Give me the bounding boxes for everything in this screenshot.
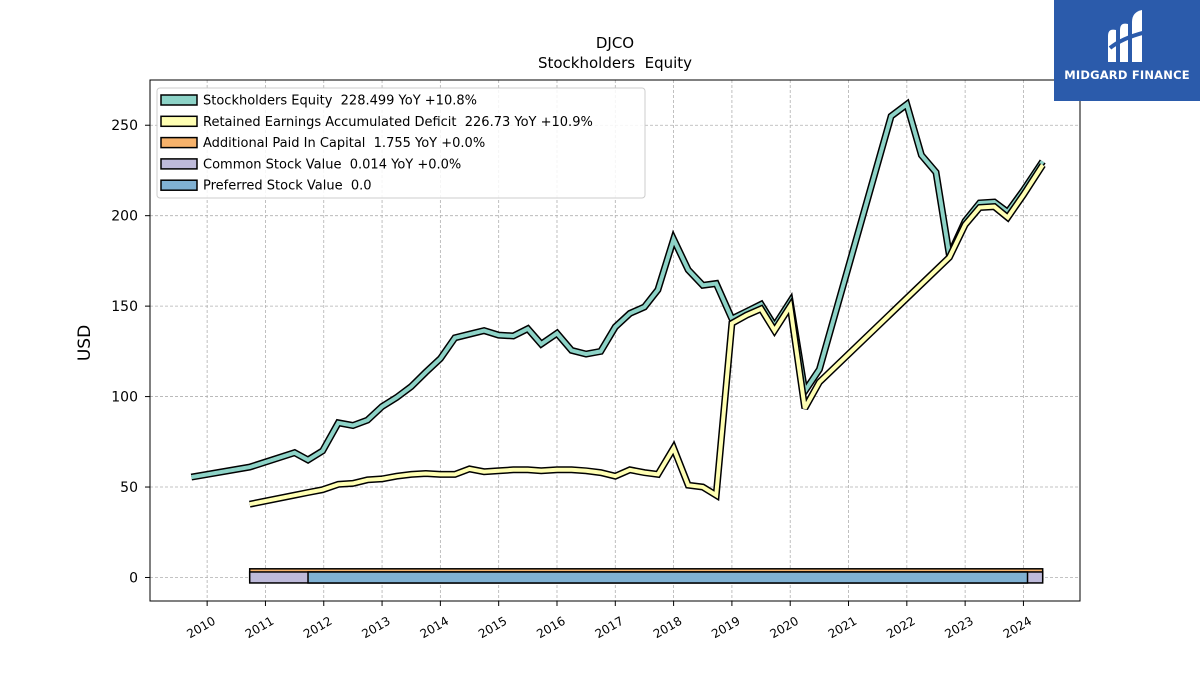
legend-swatch — [160, 158, 198, 170]
legend-box — [156, 87, 646, 199]
legend-swatch — [160, 136, 198, 149]
x-tick-label: 2021 — [826, 614, 859, 641]
x-tick-label: 2016 — [534, 614, 567, 641]
logo-text: MIDGARD FINANCE — [1064, 68, 1190, 82]
legend-label: Additional Paid In Capital 1.755 YoY +0.… — [203, 136, 485, 151]
legend-swatch — [160, 115, 198, 128]
legend-swatch — [160, 179, 198, 191]
x-tick-label: 2014 — [418, 614, 451, 641]
legend: Stockholders Equity 228.499 YoY +10.8% Re… — [156, 87, 646, 199]
y-tick-label: 100 — [111, 390, 138, 406]
x-tick-label: 2012 — [301, 614, 334, 641]
series-layer — [190, 98, 1046, 584]
logo-mark-icon — [1108, 10, 1147, 63]
chart-subtitle: Stockholders Equity — [538, 54, 692, 72]
band-preferred-stock-value — [307, 571, 1029, 584]
legend-swatch — [160, 94, 198, 106]
y-tick-label: 250 — [111, 118, 138, 134]
x-tick-label: 2013 — [359, 614, 392, 641]
x-tick-label: 2018 — [651, 614, 684, 641]
chart-title: DJCO — [596, 34, 634, 52]
logo: MIDGARD FINANCE — [1054, 0, 1200, 101]
series-line-retained-earnings-accumulated-deficit — [249, 163, 1045, 507]
x-tick-label: 2017 — [593, 614, 626, 641]
x-tick-label: 2023 — [942, 614, 975, 641]
legend-label: Preferred Stock Value 0.0 — [203, 179, 372, 194]
x-tick-label: 2020 — [767, 614, 800, 641]
legend-label: Retained Earnings Accumulated Deficit 22… — [203, 115, 593, 130]
legend-label: Common Stock Value 0.014 YoY +0.0% — [203, 157, 461, 172]
x-tick-label: 2015 — [476, 614, 509, 641]
legend-label: Stockholders Equity 228.499 YoY +10.8% — [203, 94, 477, 109]
y-tick-label: 150 — [111, 299, 138, 315]
y-axis-label: USD — [75, 325, 95, 361]
x-tick-label: 2011 — [243, 614, 276, 641]
x-tick-label: 2022 — [884, 614, 917, 641]
x-tick-label: 2010 — [184, 614, 217, 641]
y-tick-label: 200 — [111, 209, 138, 225]
y-tick-label: 50 — [120, 480, 138, 496]
x-tick-label: 2024 — [1001, 614, 1034, 641]
x-tick-label: 2019 — [709, 614, 742, 641]
series-line-stockholders-equity — [191, 101, 1045, 480]
y-tick-label: 0 — [129, 570, 138, 586]
